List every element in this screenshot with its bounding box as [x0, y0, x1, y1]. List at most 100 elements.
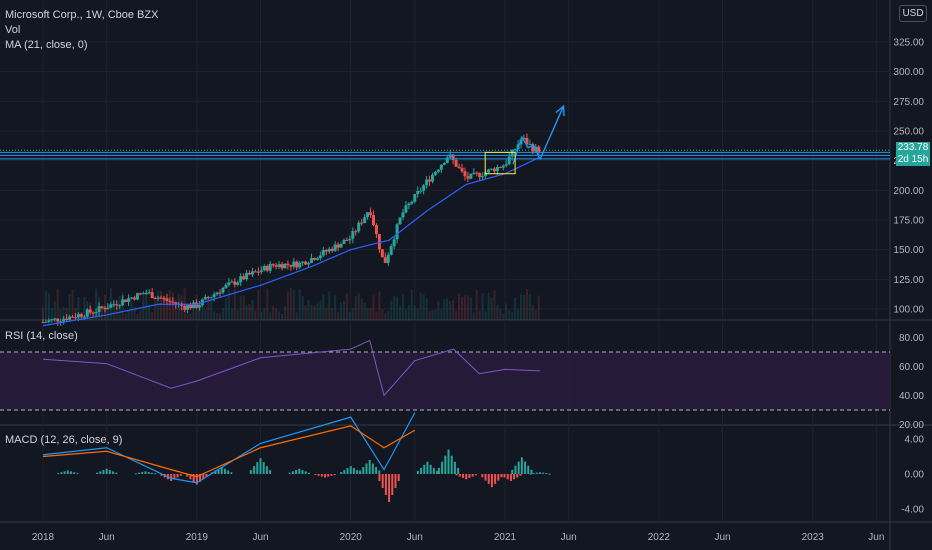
volume-bar: [44, 291, 47, 320]
macd-histogram-bar: [365, 463, 368, 474]
volume-bar: [469, 297, 472, 320]
candle-body: [94, 312, 98, 314]
candle-body: [79, 314, 83, 317]
macd-histogram-bar: [269, 470, 272, 474]
symbol-title[interactable]: Microsoft Corp., 1W, Cboe BZX: [5, 9, 159, 21]
macd-histogram-bar: [304, 471, 307, 474]
macd-histogram-bar: [487, 474, 490, 484]
volume-bar: [481, 293, 484, 320]
volume-bar: [227, 289, 230, 320]
macd-histogram-bar: [288, 472, 291, 474]
candle-body: [221, 287, 225, 293]
candle-body: [68, 316, 72, 320]
macd-histogram-bar: [179, 474, 182, 476]
macd-histogram-bar: [154, 473, 157, 475]
volume-bar: [115, 307, 118, 320]
candle-body: [448, 154, 452, 158]
macd-histogram-bar: [532, 473, 535, 475]
volume-bar: [145, 289, 148, 320]
candle-body: [106, 307, 110, 310]
candle-body: [97, 306, 101, 313]
volume-bar: [165, 303, 168, 320]
candle-body: [283, 263, 287, 269]
macd-histogram-bar: [223, 468, 226, 474]
volume-bar: [419, 292, 422, 320]
volume-bar: [269, 312, 272, 320]
price-tick-label: 275.00: [893, 97, 924, 108]
candle-body: [262, 266, 266, 271]
candle-body: [268, 264, 272, 271]
candle-body: [124, 299, 128, 302]
volume-bar: [210, 294, 213, 320]
candle-body: [386, 254, 390, 263]
candle-body: [147, 292, 151, 294]
x-tick-label: Jun: [252, 532, 268, 543]
candle-body: [369, 212, 373, 216]
macd-histogram-bar: [384, 474, 387, 495]
x-tick-label: Jun: [561, 532, 577, 543]
candle-body: [410, 201, 414, 204]
macd-histogram-bar: [262, 462, 265, 474]
macd-legend[interactable]: MACD (12, 26, close, 9): [5, 434, 123, 446]
macd-histogram-bar: [509, 474, 512, 481]
volume-bar: [505, 303, 508, 320]
candle-body: [289, 264, 293, 267]
macd-histogram-bar: [265, 466, 268, 474]
volume-bar: [348, 311, 351, 320]
candle-body: [56, 318, 60, 322]
macd-histogram-bar: [500, 474, 503, 476]
candle-body: [168, 300, 172, 302]
candle-body: [65, 318, 69, 320]
candle-body: [183, 305, 187, 310]
rsi-tick-label: 20.00: [899, 420, 924, 431]
signal-line: [42, 425, 416, 478]
candle-body: [401, 212, 405, 218]
candle-body: [191, 302, 195, 309]
volume-bar: [443, 298, 446, 320]
volume-bar: [369, 307, 372, 320]
candle-body: [118, 305, 122, 307]
volume-bar: [154, 298, 157, 320]
candle-body: [135, 293, 139, 300]
candle-body: [71, 316, 75, 318]
candle-body: [419, 190, 423, 192]
volume-bar: [281, 313, 284, 320]
volume-bar: [151, 312, 154, 320]
macd-histogram-bar: [371, 463, 374, 474]
ma-legend[interactable]: MA (21, close, 0): [5, 39, 88, 51]
macd-histogram-bar: [220, 467, 223, 474]
candle-body: [363, 217, 367, 224]
volume-bar: [472, 312, 475, 320]
volume-bar: [207, 300, 210, 320]
volume-bar: [245, 305, 248, 320]
candle-body: [342, 239, 346, 244]
macd-histogram-bar: [444, 455, 447, 474]
volume-bar: [404, 309, 407, 320]
volume-bar: [466, 295, 469, 320]
rsi-legend[interactable]: RSI (14, close): [5, 330, 78, 342]
price-tick-label: 250.00: [893, 127, 924, 138]
macd-histogram-bar: [259, 458, 262, 474]
volume-bar: [384, 313, 387, 320]
volume-bar: [242, 295, 245, 320]
volume-bar: [301, 295, 304, 320]
macd-histogram-bar: [307, 472, 310, 474]
macd-histogram-bar: [497, 474, 500, 481]
volume-bar: [216, 313, 219, 320]
volume-bar: [221, 307, 224, 320]
currency-button[interactable]: USD: [899, 5, 927, 22]
macd-histogram-bar: [356, 470, 359, 474]
price-tick-label: 300.00: [893, 67, 924, 78]
volume-bar: [393, 295, 396, 320]
candle-body: [439, 164, 443, 170]
candle-body: [324, 250, 328, 252]
volume-bar: [528, 294, 531, 320]
volume-bar: [522, 294, 525, 320]
volume-bar: [319, 300, 322, 320]
candle-body: [138, 293, 142, 295]
candle-body: [109, 304, 113, 308]
volume-bar: [56, 288, 59, 320]
volume-legend[interactable]: Vol: [5, 24, 21, 36]
x-tick-label: 2021: [494, 532, 517, 543]
